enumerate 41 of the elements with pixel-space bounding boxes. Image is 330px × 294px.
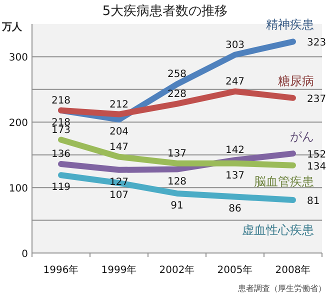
data-label: 119 [51, 182, 71, 194]
data-label: 91 [170, 200, 184, 212]
data-label: 136 [51, 149, 71, 160]
data-label: 81 [307, 196, 320, 208]
y-tick-label: 300 [8, 52, 28, 64]
data-label: 247 [225, 76, 245, 88]
y-tick-label: 200 [8, 118, 28, 130]
series-label: 糖尿病 [278, 74, 314, 88]
data-label: 212 [109, 99, 129, 110]
x-tick-label: 2002年 [159, 264, 195, 276]
data-label: 218 [51, 95, 71, 106]
y-tick-label: 100 [8, 184, 28, 195]
data-label: 204 [109, 126, 129, 138]
series-label: がん [290, 130, 314, 144]
x-tick-label: 1996年 [43, 264, 79, 276]
y-tick-label: 0 [22, 249, 28, 260]
x-tick-label: 2008年 [275, 264, 311, 276]
data-label: 237 [307, 94, 326, 105]
data-label: 142 [225, 145, 245, 156]
series-label: 脳血管疾患 [254, 174, 314, 188]
data-label: 86 [228, 204, 242, 215]
data-label: 173 [51, 124, 71, 136]
data-label: 137 [167, 148, 187, 160]
data-label: 303 [225, 40, 245, 51]
text: 虚血性心疾患 [242, 223, 314, 238]
data-label: 107 [109, 190, 129, 201]
x-tick-label: 1999年 [101, 264, 137, 276]
data-label: 134 [307, 161, 326, 172]
data-label: 128 [167, 176, 187, 188]
data-label: 228 [167, 88, 187, 100]
data-label: 258 [167, 69, 187, 80]
x-tick-label: 2005年 [217, 264, 253, 276]
y-axis-title: 万人 [1, 21, 23, 33]
text: 患者調査（厚生労働省） [237, 284, 326, 293]
chart-title: 5大疾病患者数の推移 [102, 4, 228, 19]
data-label: 137 [225, 170, 245, 182]
data-label: 127 [109, 176, 129, 188]
data-label: 323 [307, 38, 326, 49]
series-label: 精神疾患 [266, 18, 314, 32]
data-label: 147 [109, 142, 129, 153]
data-label: 152 [307, 150, 326, 161]
